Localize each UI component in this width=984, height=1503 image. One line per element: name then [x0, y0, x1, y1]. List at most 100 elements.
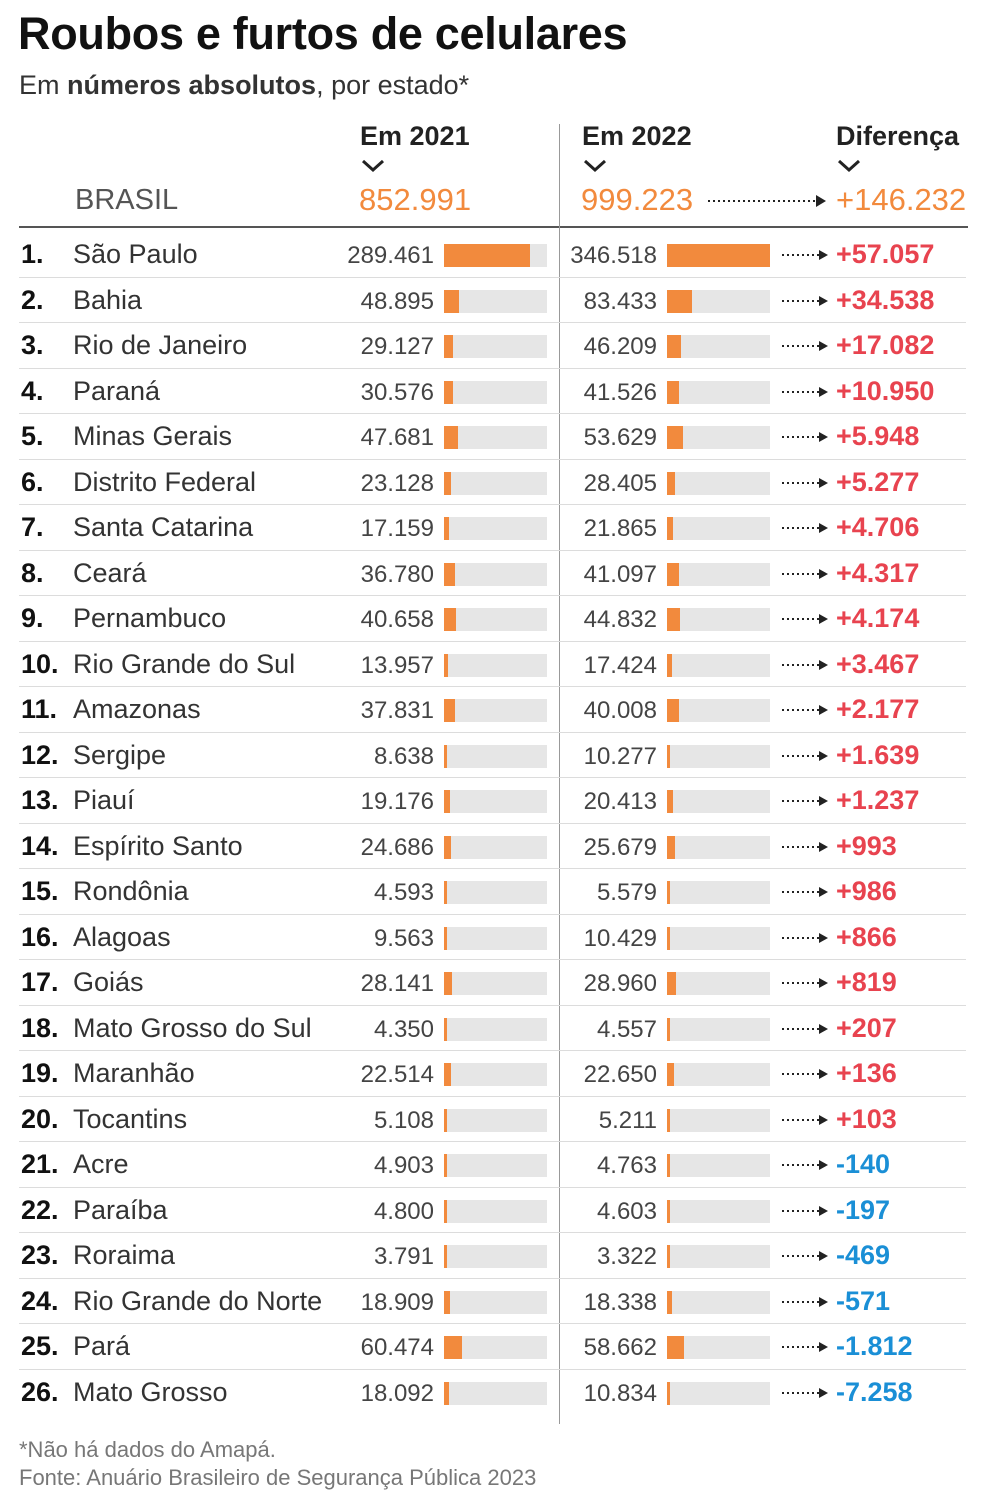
row-value-2022: 44.832	[583, 606, 657, 633]
row-value-2021: 23.128	[360, 469, 434, 497]
row-difference: +4.174	[836, 603, 920, 633]
bar-2022	[667, 744, 671, 768]
bar-2022	[667, 699, 679, 722]
bar-track-2021	[444, 517, 547, 540]
row-difference: +866	[836, 921, 897, 952]
bar-2021	[444, 1290, 450, 1314]
bar-2021	[444, 1245, 447, 1268]
table-row: 1. São Paulo 289.461 346.518 +57.057	[0, 232, 984, 278]
row-state-name: Alagoas	[73, 921, 171, 952]
bar-track-2022	[667, 881, 770, 904]
chevron-down-icon	[837, 159, 861, 173]
row-value-2022: 10.834	[583, 1379, 657, 1407]
row-divider	[19, 731, 966, 733]
row-state-name: Amazonas	[73, 694, 201, 724]
column-header-2022: Em 2022	[582, 121, 692, 151]
subtitle-prefix: Em	[19, 70, 68, 100]
bar-track-2022	[667, 1017, 770, 1041]
bar-track-2021	[444, 426, 547, 449]
dotted-arrow-icon	[782, 1251, 828, 1261]
table-row: 19. Maranhão 22.514 22.650 +136	[0, 1051, 984, 1097]
dotted-arrow-icon	[782, 1387, 828, 1398]
row-value-2021: 19.176	[360, 788, 434, 815]
row-state-name: Mato Grosso do Sul	[73, 1012, 312, 1043]
row-value-2021: 289.461	[347, 242, 434, 269]
table-row: 26. Mato Grosso 18.092 10.834 -7.258	[0, 1370, 984, 1416]
row-state-name: Goiás	[73, 967, 144, 997]
dotted-arrow-icon	[782, 841, 828, 852]
row-value-2021: 40.658	[360, 606, 434, 633]
bar-2021	[444, 562, 455, 586]
bar-track-2021	[444, 608, 547, 631]
row-rank: 10.	[21, 648, 59, 679]
row-value-2021: 18.092	[360, 1379, 434, 1407]
row-divider	[19, 1368, 966, 1370]
bar-2021	[444, 790, 450, 813]
row-value-2022: 346.518	[570, 242, 657, 269]
bar-2021	[444, 608, 457, 631]
bar-track-2022	[667, 289, 770, 313]
bar-track-2021	[444, 244, 547, 267]
row-state-name: São Paulo	[73, 239, 198, 269]
header-divider	[19, 226, 968, 228]
row-difference: +17.082	[836, 330, 935, 360]
table-row: 22. Paraíba 4.800 4.603 -197	[0, 1188, 984, 1233]
bar-track-2022	[667, 1336, 770, 1359]
bar-2022	[667, 335, 681, 358]
column-divider	[559, 124, 560, 1424]
row-state-name: Roraima	[73, 1240, 176, 1270]
row-state-name: Piauí	[73, 785, 135, 815]
bar-2021	[444, 699, 456, 722]
row-value-2022: 10.277	[583, 742, 657, 770]
row-difference: +4.317	[836, 557, 920, 588]
bar-track-2022	[667, 1290, 770, 1314]
bar-2021	[444, 426, 459, 449]
row-rank: 1.	[21, 239, 44, 269]
row-value-2021: 36.780	[360, 560, 434, 588]
table-row: 15. Rondônia 4.593 5.579 +986	[0, 869, 984, 915]
row-difference: +5.277	[836, 466, 920, 497]
row-rank: 4.	[21, 375, 44, 406]
row-value-2021: 60.474	[360, 1334, 434, 1361]
row-value-2022: 5.211	[598, 1106, 657, 1134]
row-rank: 14.	[21, 830, 59, 861]
row-divider	[19, 1095, 966, 1097]
row-divider	[19, 1186, 966, 1188]
row-divider	[19, 322, 966, 323]
row-value-2022: 58.662	[583, 1334, 657, 1361]
row-state-name: Distrito Federal	[73, 466, 257, 497]
dotted-arrow-icon	[782, 659, 828, 670]
row-difference: +136	[836, 1058, 897, 1088]
row-state-name: Pernambuco	[73, 603, 227, 633]
bar-2021	[444, 380, 454, 404]
table-row: 16. Alagoas 9.563 10.429 +866	[0, 915, 984, 960]
row-difference: +103	[836, 1103, 897, 1134]
bar-track-2021	[444, 1199, 547, 1223]
row-difference: +2.177	[836, 694, 920, 724]
bar-2021	[444, 244, 531, 267]
bar-2022	[667, 1199, 670, 1223]
bar-2021	[444, 653, 449, 677]
row-difference: +5.948	[836, 421, 920, 451]
bar-track-2021	[444, 835, 547, 859]
bar-track-2022	[667, 608, 770, 631]
bar-track-2021	[444, 1336, 547, 1359]
row-value-2021: 30.576	[360, 378, 434, 406]
bar-track-2022	[667, 1381, 770, 1405]
row-rank: 17.	[21, 967, 59, 997]
bar-track-2021	[444, 699, 547, 722]
bar-track-2022	[667, 835, 770, 859]
bar-track-2021	[444, 926, 547, 950]
row-state-name: Espírito Santo	[73, 830, 243, 861]
table-row: 7. Santa Catarina 17.159 21.865 +4.706	[0, 505, 984, 551]
row-value-2022: 4.763	[596, 1152, 657, 1179]
bar-2021	[444, 744, 447, 768]
table-row: 23. Roraima 3.791 3.322 -469	[0, 1233, 984, 1279]
column-header-2021: Em 2021	[360, 121, 470, 151]
row-value-2021: 5.108	[373, 1106, 434, 1134]
table-row: 8. Ceará 36.780 41.097 +4.317	[0, 551, 984, 596]
bar-2022	[667, 835, 675, 859]
brasil-value-2022: 999.223	[581, 182, 694, 217]
bar-2021	[444, 1154, 447, 1177]
row-divider	[19, 595, 966, 596]
